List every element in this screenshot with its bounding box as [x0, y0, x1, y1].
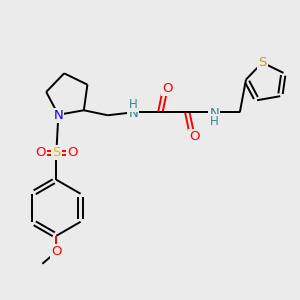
- Text: N: N: [53, 109, 63, 122]
- Text: O: O: [189, 130, 200, 143]
- Text: N: N: [128, 107, 138, 120]
- Text: H: H: [129, 98, 138, 111]
- Text: N: N: [209, 107, 219, 120]
- Text: O: O: [67, 146, 78, 159]
- Text: S: S: [258, 56, 266, 69]
- Text: O: O: [51, 245, 62, 258]
- Text: S: S: [52, 146, 61, 159]
- Text: O: O: [35, 146, 46, 159]
- Text: O: O: [162, 82, 172, 95]
- Text: H: H: [210, 115, 219, 128]
